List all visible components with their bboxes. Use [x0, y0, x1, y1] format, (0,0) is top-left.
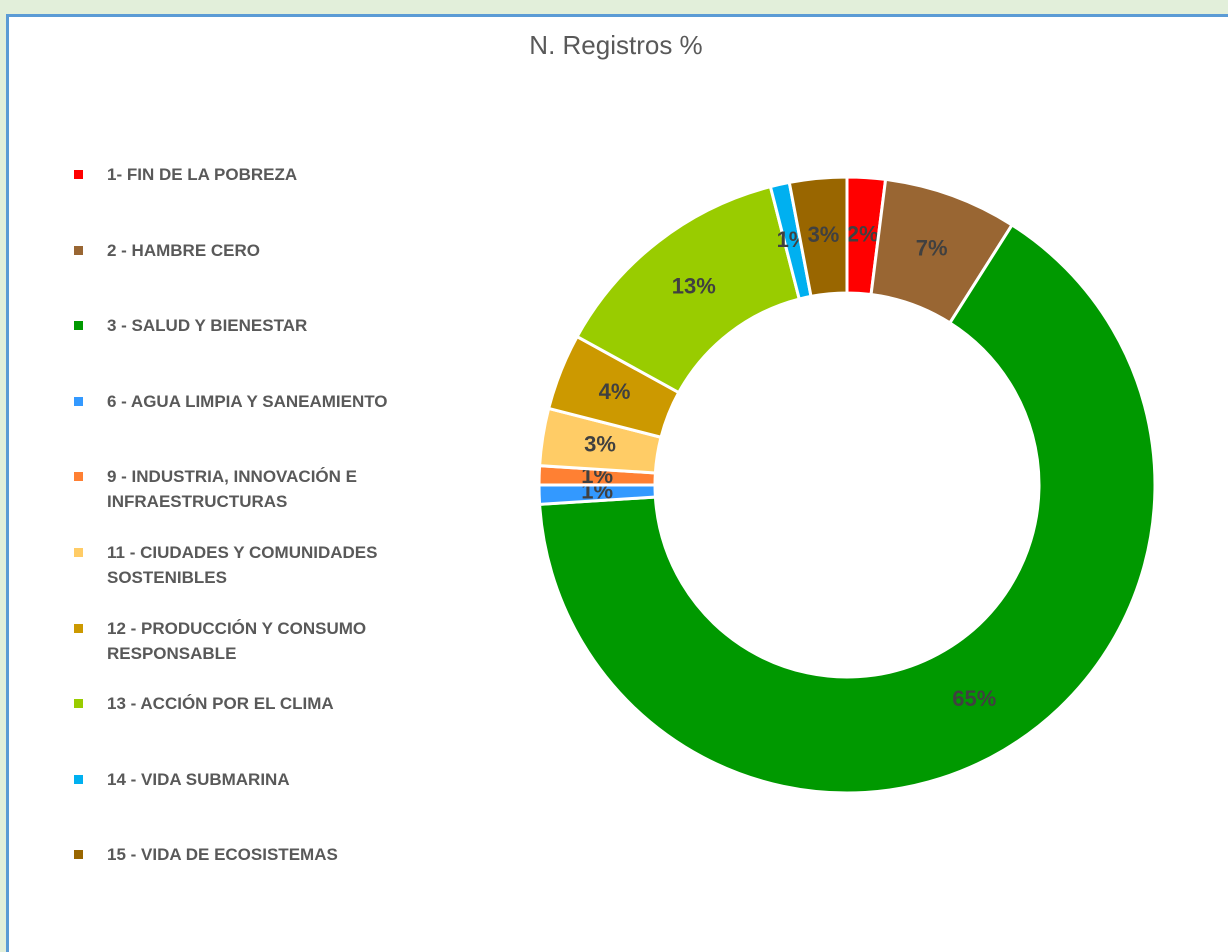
legend-label: 12 - PRODUCCIÓN Y CONSUMO RESPONSABLE: [107, 618, 367, 663]
legend-item: 14 - VIDA SUBMARINA: [74, 767, 434, 792]
legend-label: 1- FIN DE LA POBREZA: [107, 165, 298, 184]
legend-swatch: [74, 321, 83, 331]
data-label: 3%: [808, 222, 840, 247]
legend-item: 9 - INDUSTRIA, INNOVACIÓN E INFRAESTRUCT…: [74, 464, 434, 514]
data-label: 2%: [847, 221, 879, 246]
legend-label: 14 - VIDA SUBMARINA: [107, 769, 290, 789]
legend-label: 9 - INDUSTRIA, INNOVACIÓN E INFRAESTRUCT…: [107, 467, 357, 512]
legend-swatch: [74, 774, 83, 784]
legend-swatch: [74, 548, 83, 557]
legend-item: 11 - CIUDADES Y COMUNIDADES SOSTENIBLES: [74, 540, 434, 590]
legend-label: 3 - SALUD Y BIENESTAR: [107, 316, 308, 336]
legend-item: 13 - ACCIÓN POR EL CLIMA: [74, 691, 434, 716]
legend-label: 15 - VIDA DE ECOSISTEMAS: [107, 845, 338, 865]
legend-swatch: [74, 245, 83, 255]
data-label: 7%: [916, 236, 948, 261]
legend-label: 11 - CIUDADES Y COMUNIDADES SOSTENIBLES: [107, 543, 378, 587]
data-label: 4%: [599, 379, 631, 404]
legend-swatch: [74, 472, 83, 482]
legend-item: 1- FIN DE LA POBREZA: [74, 162, 434, 187]
legend-label: 2 - HAMBRE CERO: [107, 240, 261, 260]
slice: [538, 222, 1157, 795]
legend-item: 2 - HAMBRE CERO: [74, 238, 434, 263]
legend-item: 12 - PRODUCCIÓN Y CONSUMO RESPONSABLE: [74, 616, 434, 666]
slice: [787, 175, 849, 299]
legend-swatch: [74, 850, 83, 860]
legend-label: 13 - ACCIÓN POR EL CLIMA: [107, 694, 334, 714]
legend-item: 15 - VIDA DE ECOSISTEMAS: [74, 842, 434, 867]
data-label: 3%: [584, 432, 616, 457]
data-label: 13%: [672, 273, 716, 298]
legend-label: 6 - AGUA LIMPIA Y SANEAMIENTO: [107, 391, 388, 411]
legend-item: 6 - AGUA LIMPIA Y SANEAMIENTO: [74, 389, 434, 414]
chart-title: N. Registros %: [529, 30, 703, 60]
data-label: 65%: [952, 686, 996, 711]
legend-swatch: [74, 170, 83, 179]
legend-swatch: [74, 396, 83, 406]
legend-item: 3 - SALUD Y BIENESTAR: [74, 313, 434, 338]
legend-swatch: [74, 699, 83, 709]
legend-swatch: [74, 623, 83, 633]
